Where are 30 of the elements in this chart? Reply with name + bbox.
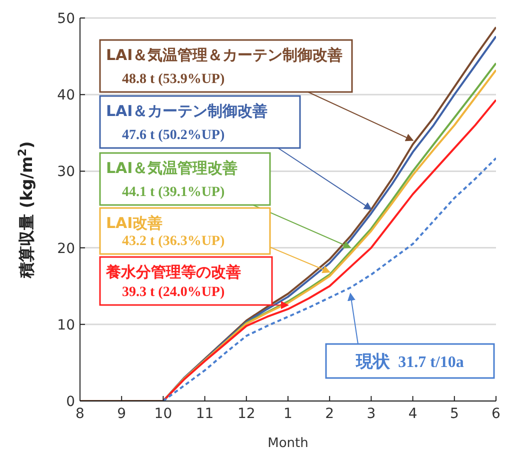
text: LAI＆気温管理改善 — [106, 159, 238, 177]
y-tick-label: 0 — [66, 394, 75, 410]
y-tick-label: 20 — [57, 240, 75, 257]
x-tick-label: 9 — [117, 406, 126, 422]
text: 現状 — [355, 352, 392, 372]
text: LAI改善 — [106, 214, 163, 232]
x-tick-label: 2 — [325, 406, 334, 422]
x-tick-label: 6 — [492, 406, 501, 422]
annotation: 43.2 t (36.3%UP) — [122, 234, 225, 249]
x-tick-label: 4 — [408, 406, 418, 422]
text: LAI＆気温管理＆カーテン制御改善 — [106, 46, 343, 64]
annotation: 31.7 t/10a — [398, 354, 464, 371]
annotation: 44.1 t (39.1%UP) — [122, 185, 225, 200]
y-tick-label: 50 — [57, 10, 75, 27]
text: LAI＆カーテン制御改善 — [106, 102, 268, 120]
annotation: 47.6 t (50.2%UP) — [122, 128, 225, 143]
annotation: 39.3 t (24.0%UP) — [122, 285, 225, 300]
y-tick-label: 10 — [57, 317, 75, 334]
text: 養水分管理等の改善 — [105, 263, 241, 281]
y-tick-label: 30 — [57, 164, 75, 180]
x-tick-label: 8 — [76, 406, 84, 422]
x-tick-label: 3 — [366, 406, 376, 422]
x-tick-label: 5 — [450, 406, 459, 422]
x-axis-title: Month — [268, 436, 308, 451]
x-tick-label: 1 — [284, 406, 292, 422]
annotation: 48.8 t (53.9%UP) — [122, 72, 225, 87]
x-tick-label: 10 — [154, 406, 172, 422]
x-tick-label: 11 — [196, 406, 214, 422]
y-tick-label: 40 — [57, 88, 75, 104]
x-tick-label: 12 — [237, 406, 256, 422]
